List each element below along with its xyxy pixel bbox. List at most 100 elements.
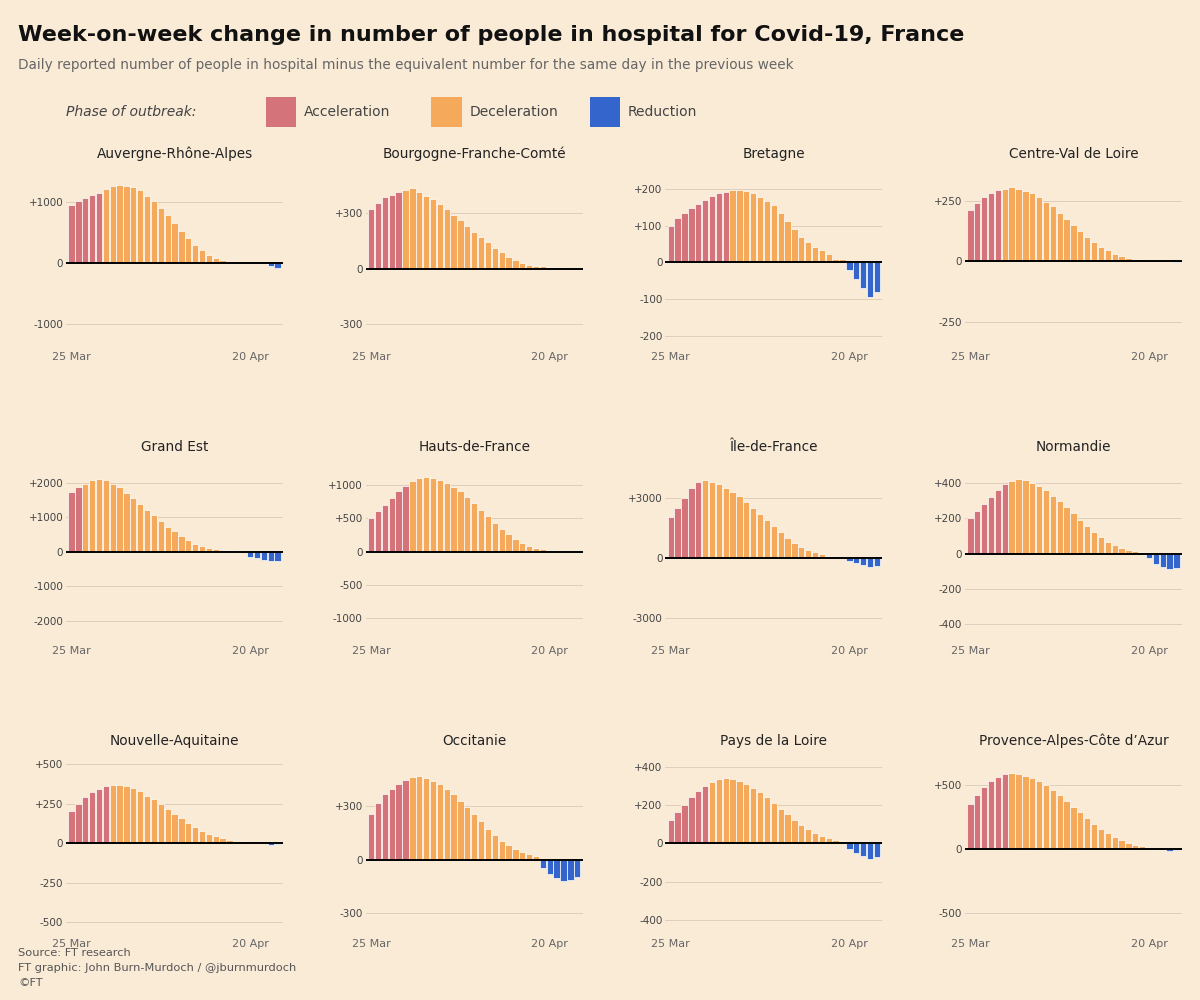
- Bar: [1174, 554, 1180, 568]
- Bar: [533, 548, 539, 552]
- Bar: [374, 203, 382, 269]
- Bar: [826, 254, 832, 262]
- Bar: [757, 514, 763, 558]
- Bar: [763, 520, 770, 558]
- Bar: [702, 200, 708, 262]
- Bar: [770, 526, 776, 558]
- Bar: [1015, 479, 1021, 554]
- Bar: [450, 487, 457, 552]
- Bar: [172, 531, 178, 552]
- Bar: [498, 252, 505, 269]
- Bar: [227, 550, 233, 552]
- Bar: [68, 205, 74, 263]
- Bar: [172, 814, 178, 843]
- Bar: [874, 558, 880, 566]
- Bar: [478, 237, 485, 269]
- Bar: [750, 193, 756, 262]
- Bar: [1084, 526, 1091, 554]
- Bar: [682, 498, 688, 558]
- Bar: [368, 518, 374, 552]
- Bar: [89, 792, 95, 843]
- Bar: [68, 492, 74, 552]
- Bar: [1043, 785, 1049, 849]
- Bar: [1105, 542, 1111, 554]
- Bar: [492, 248, 498, 269]
- Bar: [702, 480, 708, 558]
- Bar: [137, 791, 143, 843]
- Bar: [1118, 256, 1124, 261]
- Bar: [116, 185, 122, 263]
- Bar: [396, 784, 402, 860]
- Bar: [778, 213, 784, 262]
- Bar: [812, 833, 818, 843]
- Bar: [416, 478, 422, 552]
- Bar: [1105, 833, 1111, 849]
- Bar: [730, 779, 736, 843]
- Bar: [826, 838, 832, 843]
- Bar: [770, 205, 776, 262]
- Bar: [667, 517, 674, 558]
- Bar: [689, 208, 695, 262]
- Bar: [980, 787, 988, 849]
- Bar: [730, 492, 736, 558]
- Bar: [750, 508, 756, 558]
- Bar: [185, 238, 192, 263]
- Bar: [798, 237, 804, 262]
- Bar: [1008, 481, 1015, 554]
- Title: Bourgogne-Franche-Comté: Bourgogne-Franche-Comté: [383, 147, 566, 161]
- Bar: [422, 778, 430, 860]
- Bar: [682, 805, 688, 843]
- Bar: [164, 527, 170, 552]
- Bar: [547, 267, 553, 269]
- Bar: [1084, 818, 1091, 849]
- Bar: [179, 818, 185, 843]
- Bar: [192, 245, 198, 263]
- Bar: [1091, 824, 1097, 849]
- Bar: [860, 558, 866, 565]
- Bar: [1159, 554, 1166, 567]
- Title: Nouvelle-Aquitaine: Nouvelle-Aquitaine: [110, 734, 239, 748]
- Bar: [402, 190, 409, 269]
- Bar: [791, 229, 798, 262]
- Text: Reduction: Reduction: [628, 105, 697, 119]
- Bar: [995, 777, 1001, 849]
- Bar: [778, 532, 784, 558]
- Bar: [96, 479, 102, 552]
- Bar: [1022, 191, 1028, 261]
- Bar: [1105, 250, 1111, 261]
- Bar: [368, 814, 374, 860]
- Bar: [430, 199, 436, 269]
- Bar: [730, 190, 736, 262]
- Bar: [737, 190, 743, 262]
- Bar: [151, 201, 157, 263]
- Bar: [472, 232, 478, 269]
- Bar: [560, 860, 566, 881]
- Bar: [722, 192, 728, 262]
- Bar: [199, 831, 205, 843]
- Bar: [866, 262, 874, 297]
- Bar: [437, 784, 443, 860]
- Bar: [1139, 552, 1145, 554]
- Bar: [402, 780, 409, 860]
- Bar: [409, 188, 415, 269]
- Bar: [164, 215, 170, 263]
- Bar: [260, 262, 268, 263]
- Bar: [791, 543, 798, 558]
- Bar: [492, 523, 498, 552]
- Bar: [1091, 242, 1097, 261]
- FancyBboxPatch shape: [589, 97, 620, 127]
- Bar: [151, 799, 157, 843]
- Bar: [833, 840, 839, 843]
- Bar: [437, 204, 443, 269]
- Bar: [227, 261, 233, 263]
- Bar: [995, 190, 1001, 261]
- Bar: [109, 484, 116, 552]
- Bar: [1098, 247, 1104, 261]
- Bar: [1056, 501, 1063, 554]
- Bar: [1139, 846, 1145, 849]
- Bar: [275, 552, 281, 561]
- Bar: [137, 190, 143, 263]
- Bar: [1070, 225, 1076, 261]
- Bar: [512, 539, 518, 552]
- Bar: [1063, 801, 1069, 849]
